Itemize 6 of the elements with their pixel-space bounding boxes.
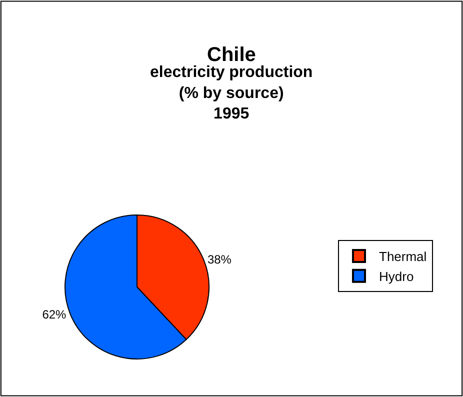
chart-title: Chile: [207, 44, 256, 66]
legend-label: Hydro: [379, 268, 414, 284]
legend-label: Thermal: [379, 249, 427, 264]
chart-subtitle: electricity production (% by source) 1995: [150, 64, 313, 123]
data-label: 38%: [207, 252, 232, 267]
data-label: 62%: [42, 307, 67, 322]
